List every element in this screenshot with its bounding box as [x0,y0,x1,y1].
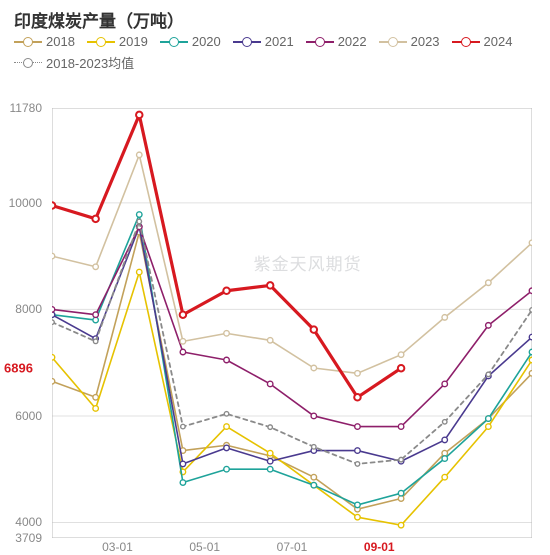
x-tick-label: 09-01 [364,540,395,554]
legend-label: 2023 [411,34,440,49]
legend-item-s2023[interactable]: 2023 [379,34,440,49]
legend-label: 2022 [338,34,367,49]
x-tick-label: 07-01 [277,540,308,554]
legend-marker [14,56,42,70]
legend-label: 2018 [46,34,75,49]
x-tick-label: 03-01 [102,540,133,554]
legend-label: 2020 [192,34,221,49]
y-tick-label: 6000 [15,409,42,423]
x-tick-label: 05-01 [189,540,220,554]
legend-marker [233,35,261,49]
y-tick-label: 3709 [15,531,42,545]
plot-area [52,108,532,538]
chart-title: 印度煤炭产量（万吨） [14,7,184,32]
legend-marker [452,35,480,49]
legend-marker [379,35,407,49]
legend-item-s2020[interactable]: 2020 [160,34,221,49]
y-axis: 370940006000800010000117806896 [0,108,48,538]
y-tick-label: 10000 [9,196,42,210]
legend-marker [160,35,188,49]
legend-label: 2019 [119,34,148,49]
legend-marker [306,35,334,49]
legend-item-s2021[interactable]: 2021 [233,34,294,49]
y-tick-label: 11780 [10,101,42,115]
y-tick-label: 8000 [15,302,42,316]
legend-item-s2022[interactable]: 2022 [306,34,367,49]
legend-item-s2019[interactable]: 2019 [87,34,148,49]
chart-legend: 2018 2019 2020 2021 2022 2023 2024 2018-2023均值 [14,34,540,72]
legend-label: 2024 [484,34,513,49]
legend-item-s2024[interactable]: 2024 [452,34,513,49]
legend-marker [87,35,115,49]
y-highlight-label: 6896 [4,361,33,376]
legend-item-s2018[interactable]: 2018 [14,34,75,49]
legend-label: 2018-2023均值 [46,53,134,72]
chart-container: 印度煤炭产量（万吨） 20182019202020212022202320242… [0,0,550,555]
legend-label: 2021 [265,34,294,49]
y-tick-label: 4000 [15,515,42,529]
plot-svg [52,108,532,538]
legend-item-savg[interactable]: 2018-2023均值 [14,53,134,72]
legend-marker [14,35,42,49]
